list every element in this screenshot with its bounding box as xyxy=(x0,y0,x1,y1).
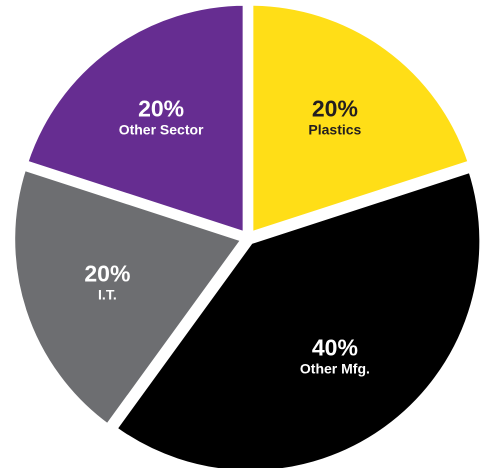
pie-slice-i-t xyxy=(9,163,250,432)
slice-category-label-i-t: I.T. xyxy=(98,287,117,303)
pie-slice-other-sector xyxy=(21,0,249,239)
pie-slices xyxy=(9,0,486,468)
slice-percent-label-other-mfg: 40% xyxy=(312,335,358,361)
slice-percent-label-plastics: 20% xyxy=(312,95,358,121)
pie-slice-other-mfg xyxy=(109,165,486,468)
slice-category-label-other-sector: Other Sector xyxy=(119,121,204,137)
slice-percent-label-i-t: 20% xyxy=(84,261,130,287)
slice-percent-label-other-sector: 20% xyxy=(138,95,184,121)
slice-category-label-other-mfg: Other Mfg. xyxy=(300,361,370,377)
slice-category-label-plastics: Plastics xyxy=(308,121,361,137)
pie-slice-plastics xyxy=(247,0,475,239)
